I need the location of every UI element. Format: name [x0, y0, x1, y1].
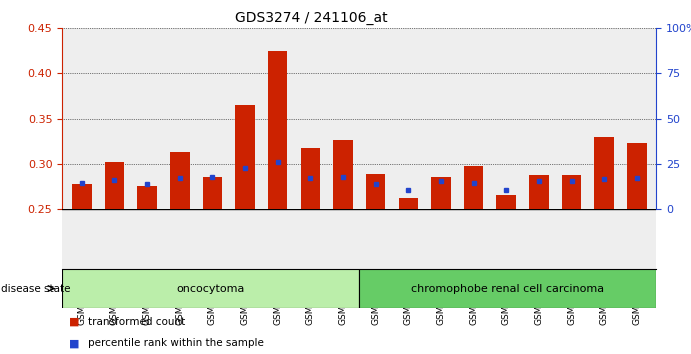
Bar [138, 186, 157, 209]
Bar [366, 174, 386, 209]
Text: disease state: disease state [1, 284, 70, 293]
Bar [627, 143, 647, 209]
Bar [431, 177, 451, 209]
Bar [202, 177, 223, 209]
Bar [464, 166, 484, 209]
Text: transformed count: transformed count [88, 317, 186, 327]
Text: chromophobe renal cell carcinoma: chromophobe renal cell carcinoma [411, 284, 605, 293]
Bar [301, 148, 320, 209]
Bar [496, 195, 516, 209]
Bar [594, 137, 614, 209]
Bar [562, 176, 581, 209]
Bar [333, 140, 353, 209]
Bar [104, 162, 124, 209]
Bar [268, 51, 287, 209]
Bar [235, 105, 255, 209]
Bar [72, 184, 92, 209]
Bar [170, 152, 189, 209]
Text: ■: ■ [69, 338, 79, 348]
Text: percentile rank within the sample: percentile rank within the sample [88, 338, 265, 348]
Text: GDS3274 / 241106_at: GDS3274 / 241106_at [235, 11, 387, 25]
Text: oncocytoma: oncocytoma [177, 284, 245, 293]
Bar [359, 269, 656, 308]
Bar [529, 175, 549, 209]
Bar [399, 198, 418, 209]
Bar [62, 269, 359, 308]
Text: ■: ■ [69, 317, 79, 327]
